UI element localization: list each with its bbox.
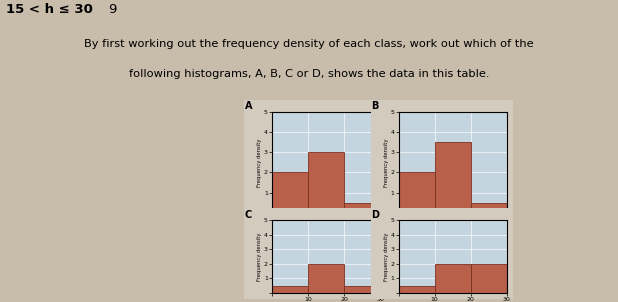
Bar <box>399 286 434 293</box>
Bar <box>344 203 380 213</box>
Bar <box>308 152 344 213</box>
X-axis label: Height (h cm): Height (h cm) <box>431 223 474 229</box>
Text: following histograms, A, B, C or D, shows the data in this table.: following histograms, A, B, C or D, show… <box>129 69 489 79</box>
Bar <box>399 172 434 213</box>
Text: 15 < h ≤ 30: 15 < h ≤ 30 <box>6 3 93 16</box>
Y-axis label: Frequency density: Frequency density <box>257 233 263 281</box>
Bar <box>308 264 344 293</box>
Bar <box>344 286 380 293</box>
Text: A: A <box>245 101 252 111</box>
Y-axis label: Frequency density: Frequency density <box>384 138 389 187</box>
Text: D: D <box>371 210 379 220</box>
Text: C: C <box>245 210 252 220</box>
Y-axis label: Frequency density: Frequency density <box>384 233 389 281</box>
X-axis label: Height (h cm): Height (h cm) <box>305 223 347 229</box>
Bar <box>434 142 471 213</box>
Bar <box>272 172 308 213</box>
Bar <box>272 286 308 293</box>
Text: B: B <box>371 101 379 111</box>
Bar <box>471 203 507 213</box>
Bar <box>434 264 471 293</box>
Text: By first working out the frequency density of each class, work out which of the: By first working out the frequency densi… <box>84 39 534 49</box>
Y-axis label: Frequency density: Frequency density <box>257 138 263 187</box>
Bar <box>471 264 507 293</box>
Text: 9: 9 <box>108 3 117 16</box>
